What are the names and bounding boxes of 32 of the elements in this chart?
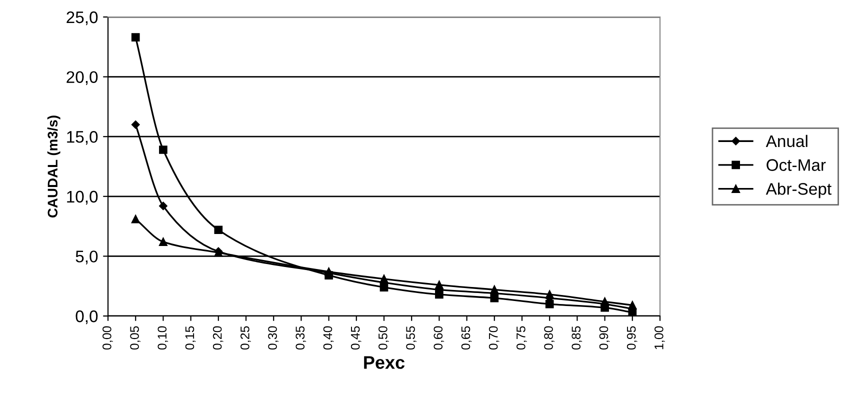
y-axis-title: CAUDAL (m3/s) <box>47 116 60 218</box>
x-tick-label: 0,50 <box>378 326 389 350</box>
y-tick-label: 10,0 <box>67 190 98 205</box>
x-tick-label: 0,95 <box>626 326 638 350</box>
x-tick-label: 0,75 <box>516 326 527 350</box>
x-tick-label: 0,40 <box>323 326 334 350</box>
legend-label: Anual <box>766 134 808 148</box>
x-tick-label: 0,00 <box>102 326 113 350</box>
y-tick-label: 15,0 <box>67 131 98 145</box>
y-tick-label: 0,0 <box>76 310 98 324</box>
legend-label: Oct-Mar <box>766 159 826 171</box>
x-tick-label: 0,45 <box>350 326 362 350</box>
y-tick-label: 20,0 <box>66 71 98 85</box>
x-tick-label: 0,65 <box>461 326 472 350</box>
x-tick-label: 0,80 <box>544 326 554 350</box>
x-tick-label: 0,30 <box>268 326 278 350</box>
legend-label: Abr-Sept <box>766 182 832 198</box>
x-tick-label: 0,10 <box>158 326 168 350</box>
x-tick-label: 0,05 <box>130 326 140 350</box>
x-tick-label: 0,85 <box>572 326 582 350</box>
x-tick-label: 0,15 <box>185 326 196 350</box>
x-tick-label: 1,00 <box>654 326 665 350</box>
x-tick-label: 0,60 <box>434 326 444 350</box>
x-tick-label: 0,25 <box>240 326 251 350</box>
x-tick-label: 0,70 <box>488 326 500 350</box>
x-tick-label: 0,20 <box>212 326 224 350</box>
x-axis-title: Pexc <box>364 356 405 369</box>
x-tick-label: 0,55 <box>406 326 416 350</box>
y-tick-label: 5,0 <box>76 250 98 264</box>
y-tick-label: 25,0 <box>66 11 98 26</box>
x-tick-label: 0,35 <box>296 326 306 350</box>
x-tick-label: 0,90 <box>599 326 610 350</box>
